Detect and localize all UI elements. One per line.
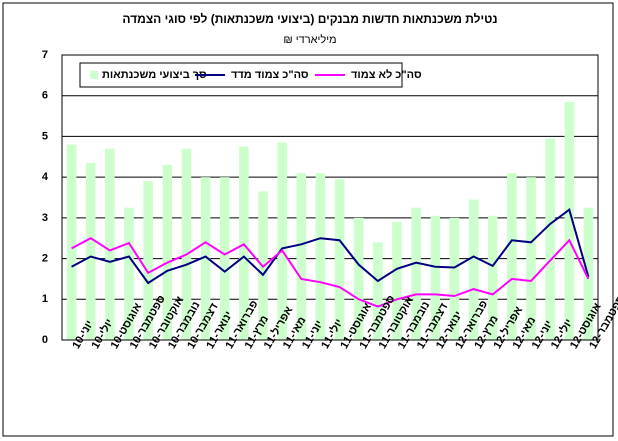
bar — [162, 164, 173, 340]
legend-swatch — [90, 71, 98, 79]
bar — [181, 148, 192, 340]
bar — [85, 162, 96, 340]
bar — [66, 144, 77, 340]
bar — [430, 215, 441, 340]
y-tick-label: 0 — [42, 334, 48, 346]
y-tick-label: 6 — [42, 90, 48, 102]
legend-label: סך ביצועי משכנתאות — [102, 69, 207, 81]
bar — [143, 181, 153, 340]
line-series — [71, 208, 590, 285]
bar — [468, 199, 479, 340]
y-tick-label: 5 — [42, 130, 48, 142]
y-tick-label: 3 — [42, 212, 48, 224]
bar — [219, 177, 230, 340]
bar — [105, 148, 115, 340]
bar — [277, 142, 287, 340]
bar — [124, 207, 134, 340]
legend-label: סה"כ צמוד מדד — [231, 69, 309, 81]
bar — [449, 217, 460, 340]
bar — [545, 138, 555, 340]
y-tick-label: 1 — [42, 293, 48, 305]
line-series — [71, 237, 590, 308]
y-tick-label: 2 — [42, 252, 48, 264]
bar — [315, 173, 326, 340]
bar — [296, 173, 307, 340]
bar — [507, 173, 517, 340]
y-tick-label: 4 — [42, 171, 49, 183]
legend-label: סה"כ לא צמוד — [351, 68, 422, 81]
chart-subtitle: מיליארדי ₪ — [283, 33, 336, 46]
legend-box — [79, 62, 403, 88]
bar — [353, 217, 364, 340]
bar — [564, 101, 575, 340]
bar — [487, 215, 498, 340]
bar — [392, 221, 402, 340]
bar — [200, 177, 211, 340]
bar — [526, 177, 536, 340]
bar — [373, 242, 383, 340]
y-tick-label: 7 — [42, 49, 48, 61]
bar — [411, 207, 421, 340]
plot-area — [61, 54, 599, 341]
bar — [334, 179, 345, 340]
chart-title: נטילת משכנתאות חדשות מבנקים (ביצועי משכנ… — [122, 12, 497, 26]
